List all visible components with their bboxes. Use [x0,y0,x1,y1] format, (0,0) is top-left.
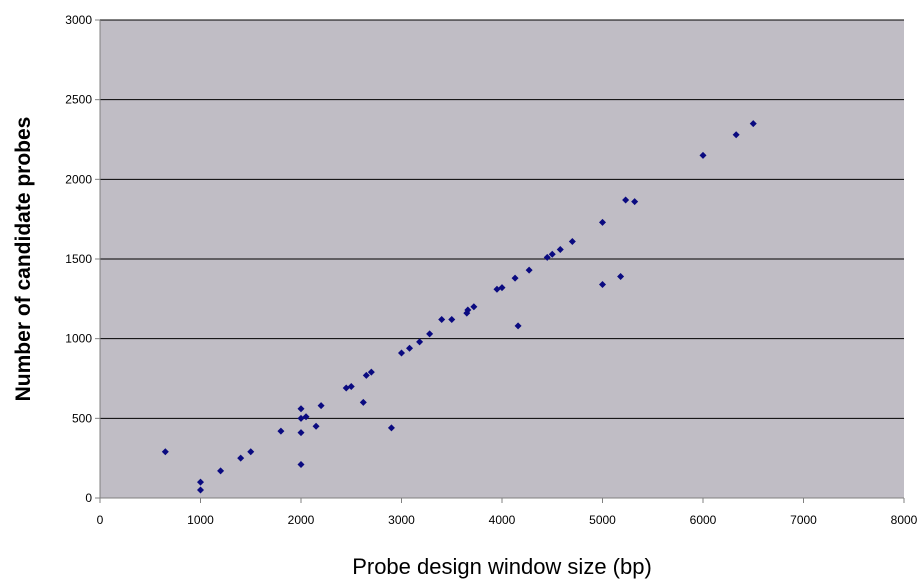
data-point [277,427,285,435]
data-point [464,306,472,314]
y-tick-label: 2000 [65,172,92,186]
y-axis-ticks: 0 500 1000 1500 2000 2500 3000 [65,13,100,505]
data-point [525,266,533,274]
y-tick-label: 1500 [65,252,92,266]
x-tick-label: 0 [97,513,104,527]
data-point [297,405,305,413]
data-point [197,478,204,486]
data-point [511,274,519,282]
x-tick-label: 4000 [489,513,516,527]
data-point [699,151,707,159]
data-point [312,422,320,430]
data-point [548,250,556,258]
y-tick-label: 2500 [65,93,92,107]
data-point [297,461,305,469]
data-point [217,467,225,475]
y-tick-label: 500 [72,411,92,425]
y-axis-title: Number of candidate probes [12,117,35,402]
data-point [302,413,310,421]
data-point [406,344,414,352]
data-point [568,237,576,245]
data-point [237,454,245,462]
data-point [426,330,434,338]
data-point [367,368,375,376]
data-point [631,198,639,206]
data-point [347,382,355,390]
x-tick-label: 8000 [891,513,918,527]
data-point [470,303,478,311]
data-point [297,429,305,437]
data-point [197,486,204,494]
x-tick-label: 5000 [589,513,616,527]
data-point [398,349,405,357]
data-point [416,338,424,346]
data-point [514,322,522,330]
data-point [387,424,395,432]
data-point [448,316,456,324]
data-point [438,316,446,324]
data-point [749,120,757,128]
data-point [556,245,564,253]
data-point [622,196,630,204]
data-point [362,371,370,379]
x-axis-title: Probe design window size (bp) [352,554,652,579]
data-points [161,120,757,494]
x-axis-ticks: 0 1000 2000 3000 4000 5000 6000 7000 8000 [97,498,918,527]
x-tick-label: 2000 [288,513,315,527]
x-tick-label: 6000 [690,513,717,527]
data-point [359,398,367,406]
data-point [599,218,606,226]
x-tick-label: 1000 [187,513,214,527]
data-point [161,448,169,456]
data-point [599,280,606,288]
data-point [543,253,551,261]
x-tick-label: 7000 [790,513,817,527]
data-point [732,131,740,139]
gridlines [100,19,904,419]
data-point [247,448,255,456]
y-tick-label: 1000 [65,332,92,346]
y-tick-label: 0 [85,491,92,505]
data-point [617,273,625,281]
data-point [317,402,325,410]
x-tick-label: 3000 [388,513,415,527]
data-point [498,284,506,292]
y-tick-label: 3000 [65,13,92,27]
